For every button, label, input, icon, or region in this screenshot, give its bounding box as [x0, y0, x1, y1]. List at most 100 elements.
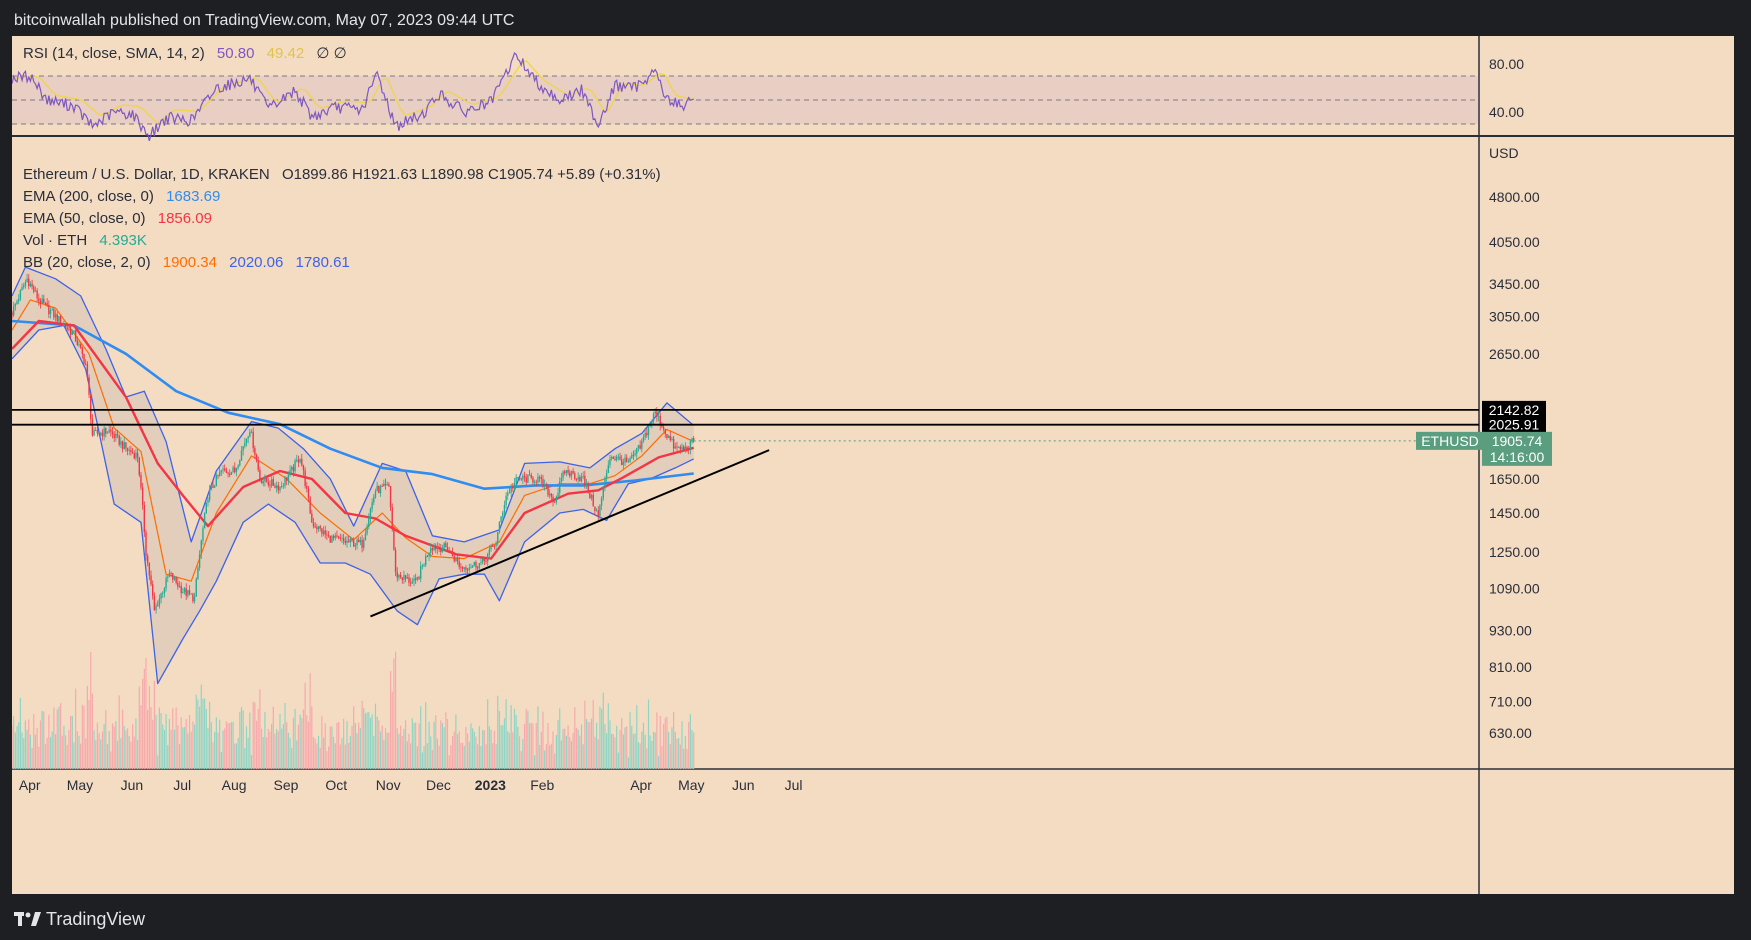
candle-body — [672, 438, 675, 449]
candle-body — [217, 475, 219, 477]
candle-body — [138, 457, 140, 476]
candle-body — [386, 484, 388, 486]
candle-body — [590, 494, 593, 499]
candle-body — [202, 528, 204, 541]
volume-bar — [264, 712, 266, 769]
volume-bar — [354, 723, 356, 769]
volume-bar — [589, 722, 591, 769]
volume-bar — [193, 724, 196, 769]
volume-bar — [679, 744, 681, 769]
volume-bar — [590, 718, 593, 769]
volume-bar — [535, 723, 537, 769]
candle-body — [495, 543, 497, 547]
volume-bar — [527, 711, 529, 769]
bb-lower-line — [12, 324, 694, 685]
volume-bar — [155, 714, 157, 769]
candle-body — [198, 554, 201, 568]
candle-body — [592, 494, 594, 507]
rsi-value: 50.80 — [216, 45, 255, 62]
candle-body — [136, 452, 139, 458]
volume-bar — [612, 734, 614, 769]
candle-body — [192, 593, 194, 602]
level-tag-bg — [1482, 415, 1546, 434]
volume-bar — [688, 722, 690, 769]
volume-bar — [105, 709, 107, 769]
volume-bar — [436, 738, 439, 769]
candle-body — [476, 567, 479, 569]
volume-bar — [669, 744, 671, 769]
candle-body — [639, 445, 641, 449]
volume-bar — [255, 720, 258, 769]
candle-body — [341, 538, 343, 540]
volume-bar — [356, 733, 358, 769]
candle-body — [262, 481, 264, 484]
candle-body — [490, 545, 492, 550]
candle-body — [644, 433, 646, 438]
volume-bar — [95, 740, 97, 769]
candle-body — [532, 477, 534, 483]
volume-bar — [334, 743, 336, 769]
volume-bar — [500, 725, 502, 769]
candle-body — [513, 482, 516, 489]
candle-body — [250, 431, 253, 433]
volume-bar — [637, 742, 640, 769]
candle-body — [369, 508, 372, 519]
bb-basis-value: 1900.34 — [162, 254, 217, 271]
volume-bar — [56, 709, 58, 769]
volume-bar — [446, 719, 449, 769]
candle-body — [688, 449, 690, 450]
candle-body — [244, 442, 246, 447]
volume-bar — [467, 733, 469, 769]
chart-frame[interactable]: 4800.00 4050.00 3450.00 3050.00 2650.00 1650.… — [12, 36, 1734, 894]
volume-bar — [215, 717, 217, 769]
candle-body — [33, 286, 35, 292]
volume-bar — [128, 735, 130, 769]
candle-body — [587, 482, 589, 493]
volume-bar — [247, 737, 249, 769]
candle-body — [409, 582, 412, 584]
volume-bar — [565, 735, 568, 769]
candle-body — [507, 492, 509, 496]
volume-bar — [505, 699, 507, 769]
candle-body — [339, 537, 341, 539]
volume-bar — [205, 708, 207, 769]
candle-body — [624, 457, 626, 463]
candle-body — [602, 486, 604, 498]
volume-bar — [400, 725, 402, 769]
candle-body — [379, 486, 382, 494]
volume-bar — [415, 722, 417, 769]
volume-bar — [587, 721, 589, 769]
candle-body — [227, 472, 229, 474]
volume-bar — [101, 731, 104, 769]
volume-bar — [324, 723, 326, 769]
candle-body — [389, 486, 392, 508]
chart-svg[interactable]: 4800.00 4050.00 3450.00 3050.00 2650.00 1650.… — [12, 36, 1734, 894]
candle-body — [677, 446, 680, 448]
candle-body — [108, 429, 110, 433]
candle-body — [39, 300, 42, 304]
candle-body — [326, 534, 328, 536]
volume-bar — [364, 713, 367, 769]
candle-body — [487, 554, 489, 562]
candle-body — [81, 347, 84, 354]
volume-bar — [555, 735, 557, 769]
volume-bar — [686, 748, 688, 769]
candle-body — [175, 577, 177, 583]
candle-body — [319, 526, 321, 529]
candle-body — [460, 566, 462, 568]
candle-body — [446, 547, 449, 551]
volume-bar — [163, 729, 166, 769]
candle-body — [301, 458, 303, 466]
volume-bar — [579, 735, 581, 769]
volume-bar — [240, 707, 243, 769]
volume-bar — [671, 727, 673, 769]
volume-bar — [46, 737, 48, 769]
volume-bar — [508, 732, 511, 769]
volume-bar — [18, 722, 20, 769]
candle-body — [458, 561, 460, 567]
volume-bar — [19, 697, 21, 769]
rsi-line — [12, 51, 694, 142]
volume-bar — [441, 722, 444, 769]
candle-body — [287, 475, 290, 481]
candle-body — [632, 455, 635, 456]
